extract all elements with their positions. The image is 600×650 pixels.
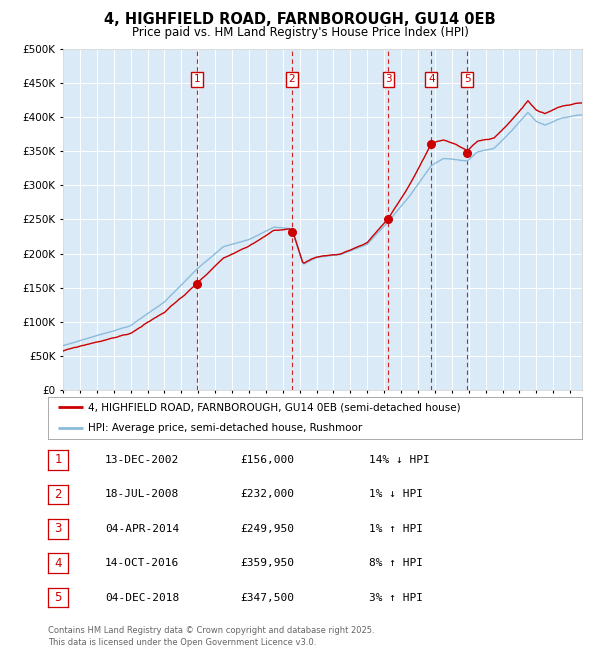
Text: £347,500: £347,500	[240, 593, 294, 603]
Text: 2: 2	[289, 75, 295, 84]
Text: 04-DEC-2018: 04-DEC-2018	[105, 593, 179, 603]
Text: Price paid vs. HM Land Registry's House Price Index (HPI): Price paid vs. HM Land Registry's House …	[131, 26, 469, 39]
Text: 1: 1	[194, 75, 201, 84]
Text: 2: 2	[55, 488, 62, 500]
Text: 3% ↑ HPI: 3% ↑ HPI	[369, 593, 423, 603]
Text: 1: 1	[55, 454, 62, 467]
Text: 4, HIGHFIELD ROAD, FARNBOROUGH, GU14 0EB: 4, HIGHFIELD ROAD, FARNBOROUGH, GU14 0EB	[104, 12, 496, 27]
Text: 14-OCT-2016: 14-OCT-2016	[105, 558, 179, 568]
Text: 5: 5	[464, 75, 470, 84]
Text: 4: 4	[55, 556, 62, 569]
Text: £232,000: £232,000	[240, 489, 294, 499]
Text: £249,950: £249,950	[240, 524, 294, 534]
Text: 3: 3	[55, 523, 62, 535]
Text: 1% ↓ HPI: 1% ↓ HPI	[369, 489, 423, 499]
Text: 5: 5	[55, 592, 62, 604]
Text: HPI: Average price, semi-detached house, Rushmoor: HPI: Average price, semi-detached house,…	[88, 423, 362, 433]
Text: 4: 4	[428, 75, 434, 84]
Text: 1% ↑ HPI: 1% ↑ HPI	[369, 524, 423, 534]
Text: £156,000: £156,000	[240, 455, 294, 465]
Text: Contains HM Land Registry data © Crown copyright and database right 2025.
This d: Contains HM Land Registry data © Crown c…	[48, 626, 374, 647]
Text: 14% ↓ HPI: 14% ↓ HPI	[369, 455, 430, 465]
Text: 8% ↑ HPI: 8% ↑ HPI	[369, 558, 423, 568]
Text: 18-JUL-2008: 18-JUL-2008	[105, 489, 179, 499]
Text: 4, HIGHFIELD ROAD, FARNBOROUGH, GU14 0EB (semi-detached house): 4, HIGHFIELD ROAD, FARNBOROUGH, GU14 0EB…	[88, 402, 461, 412]
Text: 3: 3	[385, 75, 392, 84]
Text: 13-DEC-2002: 13-DEC-2002	[105, 455, 179, 465]
Text: £359,950: £359,950	[240, 558, 294, 568]
Text: 04-APR-2014: 04-APR-2014	[105, 524, 179, 534]
